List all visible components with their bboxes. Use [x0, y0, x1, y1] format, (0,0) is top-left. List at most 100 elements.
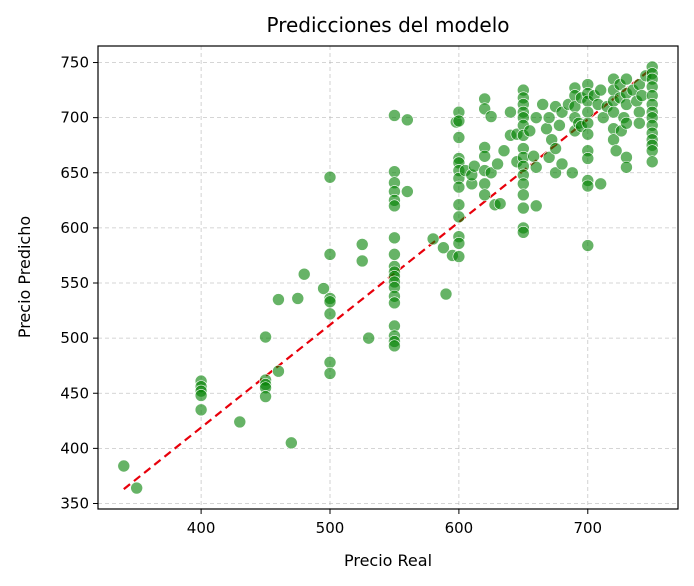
y-axis: 350 400 450 500 550 600 650 700 750 — [60, 54, 98, 512]
data-point — [478, 188, 491, 202]
data-point — [317, 282, 330, 295]
x-tick-label: 400 — [187, 519, 216, 537]
data-point — [581, 179, 595, 193]
data-points — [117, 60, 659, 495]
y-tick-label: 450 — [60, 384, 89, 402]
data-point — [194, 389, 208, 402]
data-point — [388, 339, 401, 353]
data-point — [452, 131, 466, 144]
data-point — [620, 160, 633, 174]
data-point — [633, 116, 646, 130]
data-point — [478, 177, 491, 191]
data-point — [529, 160, 543, 174]
data-point — [323, 295, 337, 309]
data-point — [259, 390, 272, 403]
data-point — [117, 459, 131, 473]
data-point — [323, 367, 337, 380]
y-tick-label: 400 — [60, 439, 89, 457]
y-tick-label: 650 — [60, 164, 89, 182]
data-point — [426, 232, 440, 246]
data-point — [529, 111, 543, 124]
data-point — [517, 177, 530, 191]
data-point — [620, 116, 633, 130]
data-point — [540, 122, 553, 135]
data-point — [323, 356, 337, 369]
data-point — [388, 109, 401, 122]
reference-line-group — [123, 67, 653, 491]
data-point — [233, 415, 247, 429]
data-point — [493, 197, 507, 210]
data-point — [452, 180, 466, 194]
data-point — [497, 144, 511, 158]
data-point — [452, 210, 466, 224]
x-tick-label: 500 — [316, 519, 345, 537]
data-point — [272, 364, 285, 378]
data-point — [297, 267, 311, 281]
data-point — [452, 237, 466, 250]
data-point — [362, 331, 375, 345]
data-point — [542, 111, 556, 124]
data-point — [323, 248, 337, 261]
data-point — [517, 201, 530, 215]
data-point — [491, 157, 504, 171]
data-point — [291, 292, 305, 305]
data-point — [536, 98, 549, 111]
data-point — [549, 142, 562, 155]
data-point — [452, 250, 466, 263]
x-axis: 400 500 600 700 — [187, 509, 602, 537]
y-tick-label: 500 — [60, 329, 89, 347]
data-point — [620, 72, 633, 86]
chart-title: Predicciones del modelo — [266, 13, 509, 37]
data-point — [594, 83, 607, 97]
data-point — [527, 149, 540, 163]
data-point — [401, 185, 414, 198]
data-point — [645, 155, 659, 169]
data-point — [388, 165, 401, 178]
y-tick-label: 550 — [60, 274, 89, 292]
data-point — [523, 124, 537, 138]
data-point — [555, 157, 569, 171]
data-point — [388, 199, 401, 213]
y-tick-label: 600 — [60, 219, 89, 237]
data-point — [439, 287, 453, 301]
data-point — [542, 151, 556, 164]
data-point — [633, 105, 646, 119]
data-point — [285, 436, 298, 450]
data-point — [484, 110, 498, 123]
data-point — [517, 188, 530, 202]
data-point — [401, 113, 414, 127]
data-point — [437, 241, 450, 255]
data-point — [452, 198, 466, 212]
data-point — [388, 296, 401, 310]
data-point — [596, 111, 610, 124]
data-point — [645, 144, 659, 158]
data-point — [607, 105, 620, 119]
data-point — [504, 105, 517, 119]
x-axis-label: Precio Real — [344, 551, 432, 570]
data-point — [130, 481, 143, 495]
data-point — [388, 231, 401, 245]
data-point — [549, 166, 562, 180]
data-point — [355, 238, 369, 251]
data-point — [581, 152, 595, 165]
y-tick-label: 750 — [60, 54, 89, 72]
data-point — [355, 254, 369, 268]
data-point — [452, 114, 466, 128]
y-tick-label: 350 — [60, 494, 89, 512]
data-point — [517, 226, 530, 239]
data-point — [323, 307, 337, 321]
data-point — [194, 403, 208, 417]
data-point — [529, 199, 543, 213]
data-point — [323, 170, 337, 184]
y-axis-label: Precio Predicho — [15, 216, 34, 338]
data-point — [478, 149, 491, 163]
reference-line — [123, 67, 653, 491]
data-point — [272, 293, 285, 306]
data-point — [594, 177, 607, 191]
data-point — [484, 166, 498, 180]
data-point — [581, 116, 595, 130]
data-point — [581, 239, 595, 252]
data-point — [388, 248, 401, 261]
x-tick-label: 600 — [445, 519, 474, 537]
